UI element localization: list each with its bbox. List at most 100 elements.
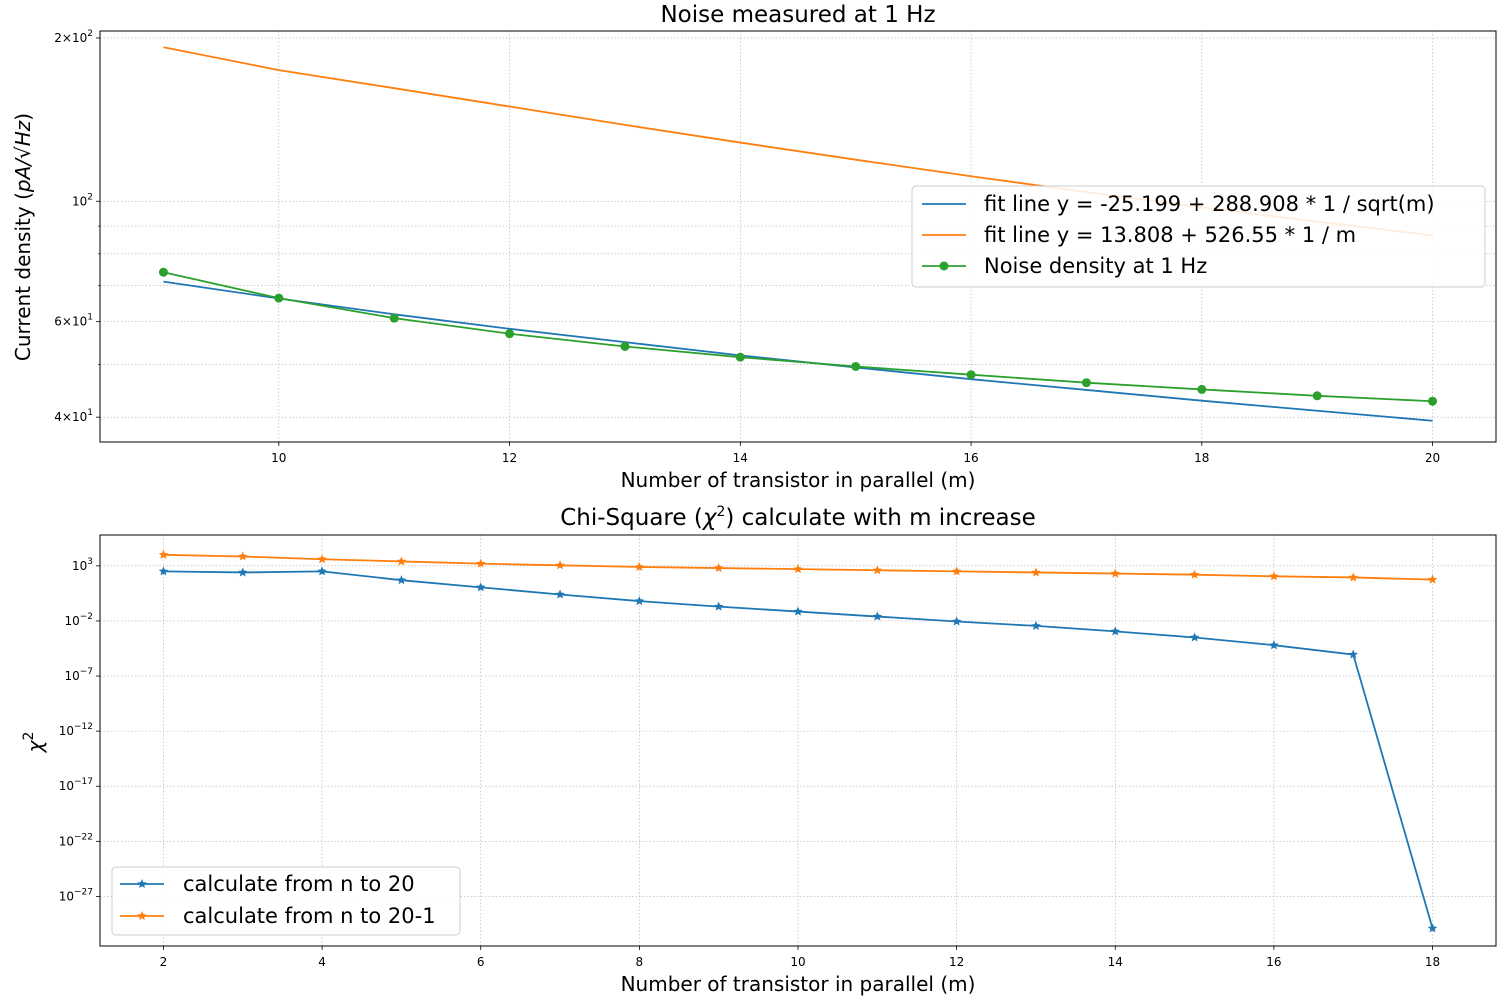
data-point <box>389 313 399 323</box>
data-point-star <box>793 564 803 574</box>
noise-chart-x-label: Number of transistor in parallel (m) <box>621 468 976 492</box>
legend-marker <box>137 879 147 889</box>
x-tick-label: 2 <box>160 955 168 969</box>
x-tick-label: 14 <box>733 451 748 465</box>
y-tick-label: 10−27 <box>59 887 93 903</box>
data-point <box>274 293 284 303</box>
data-point-star <box>1348 649 1358 659</box>
noise-chart-legend-box <box>911 185 1486 288</box>
legend-marker <box>137 911 147 921</box>
noise-chart-y-ticks: 4×101 6×101 102 2×102 <box>54 29 100 424</box>
data-point-star <box>1427 574 1438 584</box>
data-point-star <box>396 575 407 585</box>
x-tick-label: 12 <box>949 955 964 969</box>
data-point-star <box>1110 626 1121 636</box>
chi-square-chart-y-label: χ2 <box>21 732 47 754</box>
noise-chart: Noise measured at 1 Hz 10 12 14 16 18 20 4×10… <box>11 2 1497 492</box>
data-point-star <box>158 549 169 559</box>
data-point <box>1081 378 1091 388</box>
x-tick-label: 12 <box>502 451 517 465</box>
data-point-star <box>317 554 327 564</box>
legend-label: fit line y = 13.808 + 526.55 * 1 / m <box>984 223 1356 247</box>
y-tick-label: 102 <box>72 192 93 208</box>
data-point <box>851 361 861 371</box>
x-tick-label: 4 <box>318 955 326 969</box>
chi-square-chart-y-ticks: 103 10−2 10−7 10−12 10−17 10−22 10−27 <box>59 557 100 903</box>
noise-chart-frame <box>99 30 1497 443</box>
data-point-star <box>1189 569 1200 579</box>
data-point-star <box>396 556 407 566</box>
data-point-star <box>1189 632 1200 642</box>
legend-label: calculate from n to 20-1 <box>183 904 436 928</box>
y-tick-label: 103 <box>72 557 93 573</box>
legend-label: calculate from n to 20 <box>183 872 415 896</box>
series-line-0 <box>163 280 1433 422</box>
y-tick-label: 10−22 <box>59 832 93 848</box>
data-point <box>158 267 168 277</box>
y-tick-label: 2×102 <box>54 29 93 45</box>
y-tick-label: 4×101 <box>54 408 93 424</box>
chi-square-chart-series <box>158 549 1438 933</box>
data-point-star <box>713 563 724 573</box>
x-tick-label: 6 <box>477 955 485 969</box>
data-point-star <box>1110 568 1121 578</box>
noise-chart-y-label: Current density (pA/√Hz) <box>11 113 35 361</box>
data-point-star <box>1031 620 1041 630</box>
data-point-star <box>872 565 883 575</box>
svg-text:χ2: χ2 <box>21 732 47 754</box>
y-tick-label: 10−2 <box>64 612 93 628</box>
data-point-star <box>475 558 486 568</box>
y-tick-label: 10−12 <box>59 722 93 738</box>
data-point <box>735 352 745 362</box>
chi-square-chart-x-ticks: 2 4 6 8 10 12 14 16 18 <box>160 946 1440 969</box>
data-point <box>966 370 976 380</box>
data-point-star <box>1427 923 1438 933</box>
series-line-2 <box>163 271 1433 403</box>
chi-square-chart-x-label: Number of transistor in parallel (m) <box>621 972 976 996</box>
y-tick-label: 10−17 <box>59 777 93 793</box>
data-point-star <box>951 566 962 576</box>
noise-chart-title: Noise measured at 1 Hz <box>660 2 935 28</box>
x-tick-label: 10 <box>271 451 286 465</box>
data-point-star <box>951 616 962 626</box>
noise-chart-legend: fit line y = -25.199 + 288.908 * 1 / sqr… <box>911 185 1486 288</box>
legend-label: Noise density at 1 Hz <box>984 254 1207 278</box>
data-point <box>1428 396 1438 406</box>
x-tick-label: 16 <box>963 451 978 465</box>
legend-label: fit line y = -25.199 + 288.908 * 1 / sqr… <box>984 192 1435 216</box>
chi-square-chart-legend: calculate from n to 20 calculate from n t… <box>111 866 461 936</box>
x-tick-label: 8 <box>636 955 644 969</box>
data-point-star <box>555 560 565 570</box>
chi-square-chart-title: Chi-Square (χ2) calculate with m increas… <box>560 504 1036 531</box>
y-tick-label: 6×101 <box>54 313 93 329</box>
chi-square-chart: Chi-Square (χ2) calculate with m increas… <box>21 504 1497 996</box>
data-point-star <box>1269 571 1279 581</box>
noise-chart-series <box>158 46 1438 422</box>
data-point-star <box>1269 640 1279 650</box>
data-point-star <box>238 551 248 561</box>
data-point-star <box>238 567 248 577</box>
data-point <box>1312 391 1322 401</box>
x-tick-label: 18 <box>1425 955 1440 969</box>
noise-chart-x-ticks: 10 12 14 16 18 20 <box>271 442 1440 465</box>
x-tick-label: 18 <box>1194 451 1209 465</box>
data-point-star <box>872 611 883 621</box>
legend-marker <box>939 261 949 271</box>
data-point-star <box>634 561 645 571</box>
x-tick-label: 20 <box>1425 451 1440 465</box>
chi-square-chart-grid <box>100 535 1496 946</box>
data-point-star <box>317 566 327 576</box>
svg-text:Current density (pA/√Hz): Current density (pA/√Hz) <box>11 113 35 361</box>
data-point <box>505 329 515 339</box>
y-tick-label: 10−7 <box>64 667 93 683</box>
data-point-star <box>555 589 565 599</box>
data-point-star <box>1031 567 1041 577</box>
chi-square-chart-legend-box <box>111 866 461 936</box>
data-point-star <box>793 606 803 616</box>
data-point-star <box>713 601 724 611</box>
data-point <box>620 341 630 351</box>
x-tick-label: 14 <box>1108 955 1123 969</box>
x-tick-label: 10 <box>790 955 805 969</box>
data-point-star <box>475 582 486 592</box>
